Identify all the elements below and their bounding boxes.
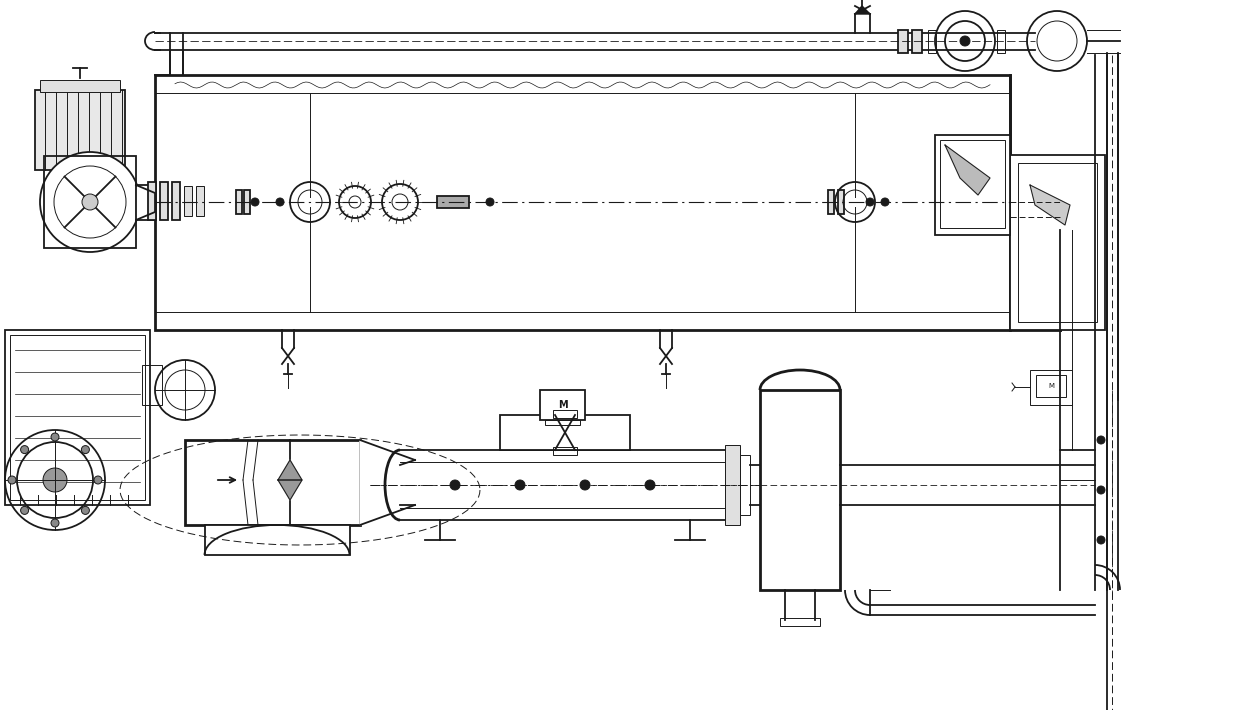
Bar: [725, 445, 740, 525]
Bar: [1030, 370, 1073, 405]
Polygon shape: [278, 480, 303, 500]
Circle shape: [277, 198, 284, 206]
Bar: [1018, 163, 1097, 322]
Circle shape: [880, 198, 889, 206]
Polygon shape: [136, 185, 155, 220]
Bar: [828, 190, 835, 214]
Bar: [940, 140, 1004, 228]
Bar: [148, 182, 156, 220]
Circle shape: [450, 480, 460, 490]
Polygon shape: [856, 6, 870, 14]
Bar: [35, 90, 125, 170]
Circle shape: [580, 480, 590, 490]
Bar: [160, 182, 167, 220]
Bar: [10, 335, 145, 500]
Circle shape: [1097, 536, 1105, 544]
Bar: [911, 30, 923, 53]
Circle shape: [82, 506, 89, 515]
Circle shape: [960, 36, 970, 46]
Circle shape: [250, 198, 259, 206]
Text: M: M: [1048, 383, 1054, 389]
Bar: [436, 196, 469, 208]
Bar: [205, 525, 350, 555]
Circle shape: [348, 196, 361, 208]
Circle shape: [486, 198, 494, 206]
Bar: [760, 390, 839, 590]
Circle shape: [94, 476, 102, 484]
Bar: [40, 80, 120, 92]
Circle shape: [40, 152, 140, 252]
Bar: [196, 186, 205, 216]
Circle shape: [82, 194, 98, 210]
Bar: [236, 190, 242, 214]
Text: M: M: [558, 400, 568, 410]
Circle shape: [82, 446, 89, 454]
Circle shape: [43, 468, 67, 492]
Circle shape: [7, 476, 16, 484]
Bar: [184, 186, 192, 216]
Circle shape: [51, 433, 60, 441]
Circle shape: [515, 480, 525, 490]
Circle shape: [21, 506, 29, 515]
Bar: [838, 190, 844, 214]
Circle shape: [1097, 436, 1105, 444]
Polygon shape: [278, 460, 303, 480]
Bar: [43, 156, 136, 248]
Circle shape: [21, 446, 29, 454]
Bar: [553, 447, 577, 455]
Circle shape: [51, 519, 60, 527]
Bar: [553, 410, 577, 418]
Bar: [5, 330, 150, 505]
Bar: [1011, 155, 1105, 330]
Circle shape: [392, 194, 408, 210]
Bar: [928, 30, 936, 53]
Bar: [500, 415, 630, 450]
Bar: [244, 190, 250, 214]
Polygon shape: [945, 145, 990, 195]
Bar: [1035, 375, 1066, 397]
Bar: [143, 365, 162, 405]
Circle shape: [1097, 486, 1105, 494]
Bar: [185, 440, 360, 525]
Bar: [780, 618, 820, 626]
Bar: [898, 30, 908, 53]
Polygon shape: [1030, 185, 1070, 225]
Bar: [172, 182, 180, 220]
Bar: [539, 390, 585, 420]
Bar: [935, 135, 1011, 235]
Circle shape: [645, 480, 655, 490]
Circle shape: [866, 198, 874, 206]
Bar: [155, 75, 1011, 330]
Bar: [740, 455, 750, 515]
Polygon shape: [360, 440, 415, 525]
Bar: [546, 420, 580, 425]
Bar: [997, 30, 1004, 53]
